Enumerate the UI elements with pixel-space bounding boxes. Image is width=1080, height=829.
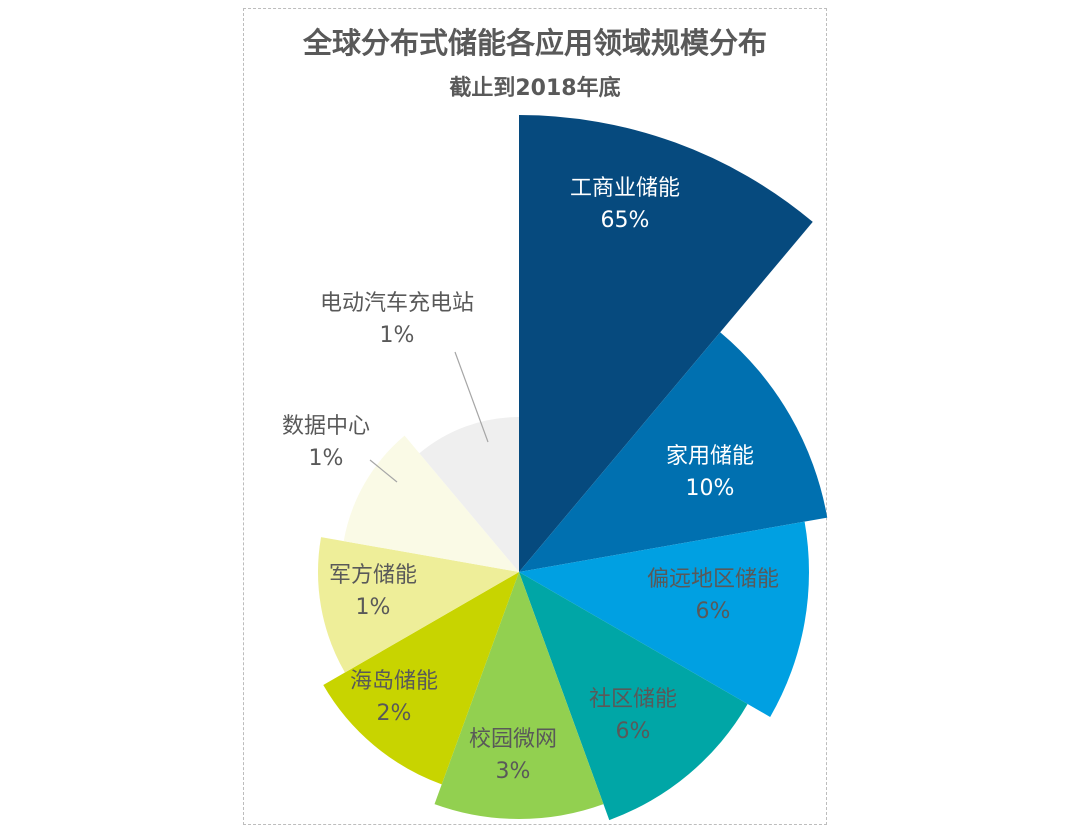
data-label-value: 2% [377, 701, 412, 726]
data-label-value: 1% [356, 595, 391, 620]
data-label-value: 10% [686, 476, 735, 501]
data-label-value: 65% [601, 208, 650, 233]
data-label-category: 海岛储能 [350, 669, 438, 694]
chart-title: 全球分布式储能各应用领域规模分布 [302, 26, 767, 60]
slice-1 [519, 115, 813, 572]
slice-5 [434, 572, 604, 820]
data-label-value: 1% [380, 323, 415, 348]
leader-line [454, 351, 489, 443]
slice-3 [519, 521, 809, 717]
slice-4 [519, 572, 748, 821]
chart-subtitle: 截止到2018年底 [449, 76, 621, 101]
data-label-category: 电动汽车充电站 [320, 291, 474, 316]
data-label-category: 偏远地区储能 [647, 567, 779, 592]
data-label-category: 社区储能 [589, 687, 677, 712]
data-label-value: 3% [496, 759, 531, 784]
data-label-category: 军方储能 [329, 563, 417, 588]
data-label-category: 数据中心 [282, 414, 370, 439]
slice-8 [343, 435, 519, 572]
slice-7 [318, 537, 519, 673]
data-label-value: 6% [616, 719, 651, 744]
data-label-category: 校园微网 [469, 727, 557, 752]
slice-2 [519, 332, 828, 572]
data-label-category: 家用储能 [666, 444, 754, 469]
data-label-category: 工商业储能 [570, 176, 680, 201]
slice-6 [323, 572, 519, 785]
chart-frame [243, 8, 827, 825]
slice-9 [419, 417, 519, 572]
leader-line [369, 459, 398, 483]
data-label-value: 1% [309, 446, 344, 471]
data-label-value: 6% [696, 599, 731, 624]
